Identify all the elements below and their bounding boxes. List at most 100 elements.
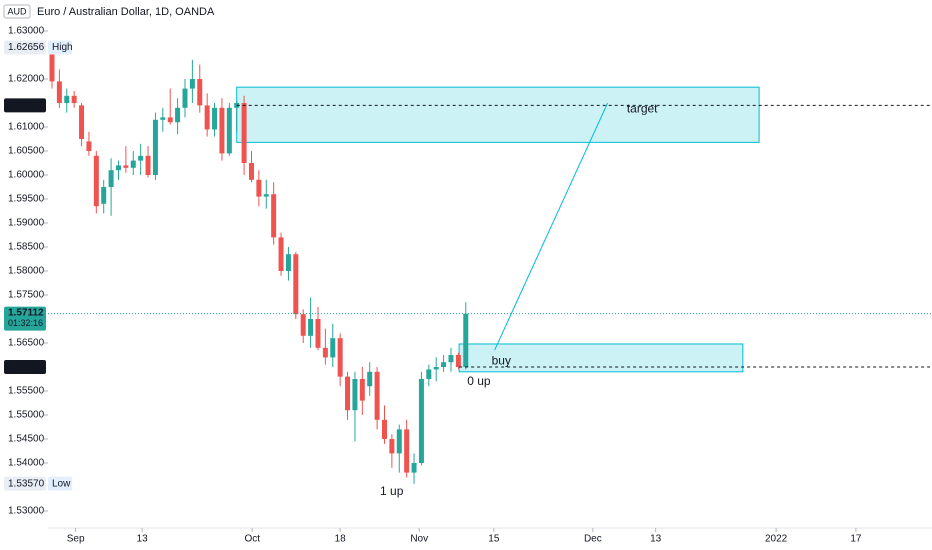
candle-body (123, 165, 129, 168)
y-tick-label: 1.59000 (8, 218, 45, 229)
x-tick-label: Sep (67, 534, 85, 545)
candle-body (455, 355, 461, 368)
y-tick-label: 1.60000 (8, 170, 45, 181)
price-tag-name-bg (48, 40, 72, 55)
candle-body (396, 429, 402, 454)
candle-body (93, 155, 99, 207)
y-tick-label: 1.58500 (8, 242, 45, 253)
y-tick-label: 1.61000 (8, 122, 45, 133)
candle-body (345, 376, 351, 411)
candle-body (182, 88, 188, 108)
price-tag-label: 1.62656 (8, 42, 45, 53)
candle-body (212, 107, 218, 130)
y-tick-label: 1.55000 (8, 410, 45, 421)
price-tag-label: 1.53570 (8, 478, 45, 489)
y-tick-label: 1.55500 (8, 386, 45, 397)
candle-body (219, 107, 225, 154)
x-tick-label: 15 (488, 534, 500, 545)
candle-body (138, 155, 144, 161)
annotation: 0 up (467, 374, 491, 388)
candle-body (248, 163, 254, 180)
currency-badge (3, 4, 31, 19)
candle-body (86, 141, 92, 152)
y-tick-label: 1.54500 (8, 434, 45, 445)
y-tick-label: 1.56500 (8, 338, 45, 349)
candle-body (241, 103, 247, 164)
x-tick-label: Oct (244, 534, 260, 545)
x-tick-label: 13 (137, 534, 149, 545)
currency: AUD (7, 6, 27, 16)
y-tick-label: 1.59500 (8, 194, 45, 205)
candle-body (145, 155, 151, 176)
candle-body (263, 194, 269, 197)
annotation: buy (492, 353, 511, 367)
candle-body (300, 314, 306, 336)
x-tick-label: 2022 (765, 534, 788, 545)
candle-body (411, 463, 417, 473)
annotation: target (627, 101, 658, 115)
last-price-label: 1.57112 (8, 307, 44, 318)
candle-body (337, 338, 343, 377)
candle-body (322, 347, 328, 358)
candle-body (285, 254, 291, 272)
x-tick-label: 13 (650, 534, 662, 545)
candle-body (101, 187, 107, 204)
level-tag-label: 1.61450 (8, 100, 45, 111)
candle-body (130, 160, 136, 168)
candle-body (175, 107, 181, 123)
level-tag (4, 360, 46, 375)
candle-body (359, 379, 365, 401)
y-tick-label: 1.57500 (8, 290, 45, 301)
candle-body (56, 81, 62, 104)
candle-body (374, 371, 380, 420)
candle-body (433, 367, 439, 370)
candle-body (160, 117, 166, 120)
candle-body (315, 319, 321, 348)
candle-body (352, 379, 358, 411)
candle-body (79, 105, 85, 140)
trend-line (494, 102, 609, 351)
x-tick-label: 18 (335, 534, 347, 545)
candle-body (108, 170, 114, 188)
chart-title: Euro / Australian Dollar, 1D, OANDA (37, 6, 215, 18)
y-tick-label: 1.54000 (8, 458, 45, 469)
candle-body (189, 79, 195, 89)
candle-body (226, 107, 232, 154)
candle-body (426, 369, 432, 380)
price-tag (4, 40, 46, 55)
y-tick-label: 1.53000 (8, 506, 45, 517)
last-price-tag (4, 306, 46, 331)
x-tick-label: Dec (584, 534, 602, 545)
candle-body (71, 95, 77, 104)
candle-body (115, 165, 121, 171)
candle-body (293, 254, 299, 315)
candle-body (404, 429, 410, 473)
candle-body (463, 313, 469, 368)
candle-body (256, 179, 262, 197)
candle-body (278, 237, 284, 272)
candle-body (308, 319, 314, 336)
price-tag (4, 476, 46, 491)
candle-body (197, 79, 203, 106)
level-tag-label: 1.56000 (8, 362, 45, 373)
annotation: 1 up (380, 484, 404, 498)
y-tick-label: 1.63000 (8, 26, 45, 37)
price-tag-name-bg (48, 476, 72, 491)
zone (236, 86, 760, 143)
candle-body (381, 419, 387, 440)
candle-body (204, 105, 210, 130)
candle-body (64, 95, 70, 104)
candle-body (418, 379, 424, 464)
candle-body (448, 355, 454, 363)
countdown: 01:32:16 (8, 318, 43, 328)
level-tag (4, 98, 46, 113)
price-tag-name: Low (52, 478, 71, 489)
candle-body (330, 338, 336, 358)
candle-body (152, 119, 158, 176)
y-tick-label: 1.58000 (8, 266, 45, 277)
candle-body (367, 371, 373, 387)
price-tag-name: High (52, 42, 73, 53)
